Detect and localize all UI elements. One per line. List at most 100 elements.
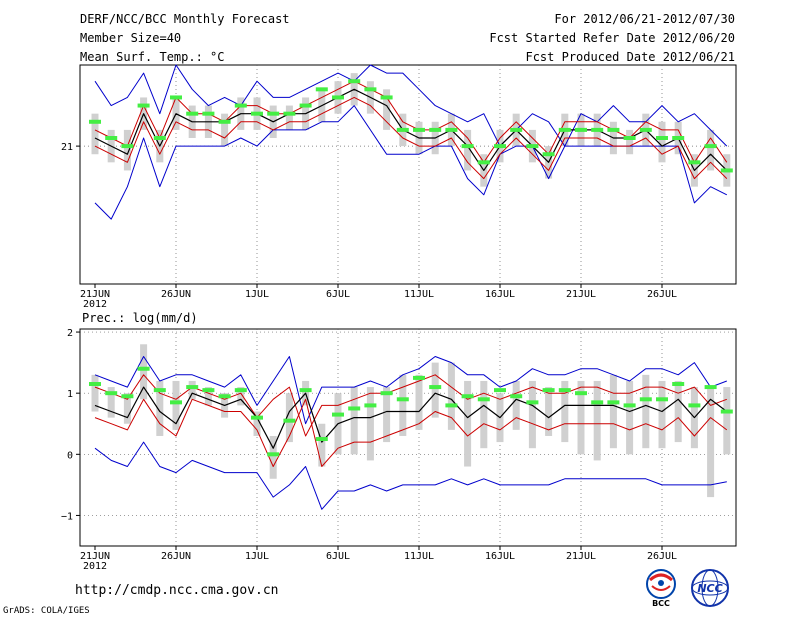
- member-range-bar: [350, 387, 358, 455]
- observation-marker: [170, 400, 182, 405]
- member-range-bar: [269, 435, 277, 479]
- observation-marker: [153, 388, 166, 393]
- observation-marker: [218, 119, 231, 124]
- observation-marker: [105, 136, 118, 140]
- panel-2-frame: [79, 328, 737, 547]
- upper-spread-line: [94, 80, 728, 163]
- observation-marker: [494, 144, 506, 149]
- max-envelope-line: [94, 64, 728, 147]
- member-range-bar: [723, 387, 731, 455]
- panel-1-xtick-label: 16JUL: [485, 289, 515, 300]
- observation-marker: [429, 127, 442, 132]
- member-range-bar: [528, 380, 536, 449]
- observation-marker: [137, 103, 150, 108]
- observation-marker: [607, 400, 620, 405]
- member-range-bar: [447, 362, 455, 430]
- member-range-bar: [123, 129, 131, 171]
- header-start-date: Fcst Started Refer Date 2012/06/20: [489, 31, 735, 45]
- footer-url[interactable]: http://cmdp.ncc.cma.gov.cn: [75, 583, 279, 598]
- observation-marker: [299, 388, 312, 393]
- member-range-bar: [91, 113, 99, 155]
- observation-marker: [575, 391, 587, 396]
- observation-marker: [121, 144, 134, 149]
- observation-marker: [656, 397, 668, 402]
- observation-marker: [332, 412, 344, 417]
- observation-marker: [396, 127, 409, 132]
- header-member-size: Member Size=40: [80, 31, 182, 45]
- observation-marker: [251, 415, 263, 420]
- member-range-bar: [156, 380, 164, 436]
- member-range-bar: [91, 374, 99, 412]
- observation-marker: [218, 394, 231, 399]
- member-range-bar: [626, 129, 634, 155]
- panel-2-xtick-label: 16JUL: [485, 551, 515, 562]
- panel-2-xtick-label: 26JUL: [647, 551, 677, 562]
- panel-2-ytick-label: 0: [67, 450, 73, 461]
- panel-2-xtick-label: 1JUL: [245, 551, 269, 562]
- observation-marker: [234, 103, 247, 108]
- member-range-bar: [123, 393, 131, 424]
- observation-marker: [202, 111, 215, 116]
- ensemble-mean-line: [94, 386, 728, 449]
- member-range-bar: [561, 380, 569, 443]
- observation-marker: [461, 394, 474, 399]
- member-range-bar: [188, 380, 196, 400]
- member-range-bar: [172, 380, 180, 430]
- member-range-bar: [609, 374, 617, 449]
- observation-marker: [623, 136, 636, 140]
- panel-1-xtick-label: 1JUL: [245, 289, 269, 300]
- observation-marker: [380, 391, 393, 396]
- observation-marker: [413, 375, 425, 380]
- member-range-bar: [512, 380, 520, 430]
- ncc-logo-text: NCC: [697, 582, 722, 595]
- observation-marker: [267, 452, 280, 457]
- observation-marker: [364, 87, 377, 92]
- member-range-bar: [626, 380, 634, 455]
- member-range-bar: [383, 387, 391, 443]
- min-envelope-line: [94, 441, 727, 510]
- panel-2-xtick-label: 26JUN: [161, 551, 191, 562]
- observation-marker: [315, 87, 328, 92]
- member-range-bar: [658, 121, 666, 163]
- observation-marker: [542, 388, 555, 393]
- observation-marker: [299, 103, 312, 108]
- observation-marker: [461, 144, 474, 149]
- member-range-bar: [253, 411, 261, 436]
- observation-marker: [510, 127, 523, 132]
- member-range-bar: [480, 380, 488, 449]
- observation-marker: [477, 397, 490, 402]
- panel-1-xtick-label: 26JUN: [161, 289, 191, 300]
- observation-marker: [186, 111, 199, 116]
- member-range-bar: [707, 387, 715, 498]
- observation-marker: [656, 136, 668, 140]
- observation-marker: [672, 136, 685, 140]
- member-range-bar: [642, 374, 650, 449]
- panel-1-xtick-label: 6JUL: [326, 289, 350, 300]
- observation-marker: [153, 136, 166, 140]
- panel-2-ytick-label: −1: [61, 511, 73, 522]
- member-range-bar: [415, 374, 423, 430]
- member-range-bar: [285, 105, 293, 130]
- panel-2-xtick-label: 21JUL: [566, 551, 596, 562]
- observation-marker: [607, 127, 620, 132]
- observation-marker: [364, 403, 377, 408]
- observation-marker: [445, 127, 458, 132]
- member-range-bar: [318, 423, 326, 467]
- observation-marker: [542, 152, 555, 157]
- member-range-bar: [464, 129, 472, 171]
- member-range-bar: [221, 113, 229, 147]
- panel-1-year-label: 2012: [83, 299, 107, 310]
- panel-1-xtick-label: 21JUL: [566, 289, 596, 300]
- member-range-bar: [285, 393, 293, 443]
- panel-2-ytick-label: 2: [67, 328, 73, 339]
- member-range-bar: [366, 387, 374, 461]
- observation-marker: [558, 388, 571, 393]
- member-range-bar: [464, 380, 472, 467]
- observation-marker: [121, 394, 134, 399]
- panel-2-xtick-label: 21JUN: [80, 551, 110, 562]
- observation-marker: [639, 397, 652, 402]
- observation-marker: [170, 95, 182, 100]
- observation-marker: [202, 388, 215, 393]
- observation-marker: [267, 111, 280, 116]
